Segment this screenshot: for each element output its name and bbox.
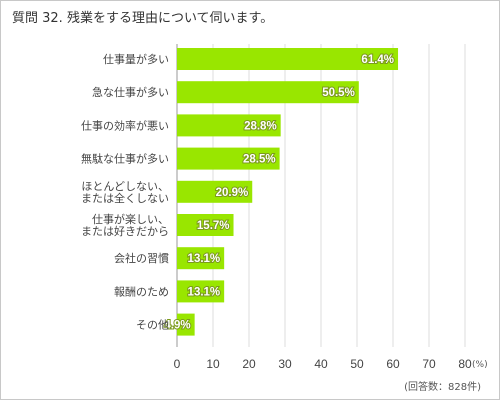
bars: 61.4% 50.5% 28.8% 28.5% 20.9% 15.7% 13.1% 13.1%…: [163, 48, 399, 336]
category-label: 無駄な仕事が多い: [81, 152, 169, 166]
value-label: 50.5%: [322, 87, 355, 99]
bar: [177, 280, 225, 303]
category-label: 仕事が楽しい、または好きだから: [81, 212, 169, 238]
chart-title: 質問 32. 残業をする理由について伺います。: [12, 11, 274, 26]
bar: [177, 48, 399, 70]
value-label: 15.7%: [197, 220, 230, 232]
category-label: 仕事の効率が悪い: [81, 118, 169, 132]
bar: [177, 81, 359, 104]
category-label: 報酬のため: [114, 285, 169, 298]
x-tick-label: 40: [314, 357, 328, 371]
category-label: その他: [136, 319, 169, 332]
x-tick-label: 50: [350, 357, 364, 371]
x-tick-label: 0: [174, 357, 181, 371]
category-label-line: 会社の習慣: [114, 251, 169, 265]
category-label-line: 仕事量が多い: [103, 52, 169, 66]
category-label: 急な仕事が多い: [92, 85, 169, 99]
bar: [177, 313, 195, 336]
bar: [177, 180, 253, 203]
value-label: 4.9%: [164, 320, 190, 332]
category-label: ほとんどしない、または全くしない: [81, 180, 169, 205]
category-label-line: その他: [136, 319, 169, 332]
value-label: 13.1%: [188, 253, 221, 265]
x-tick-label: 70: [422, 357, 436, 371]
category-label-line: 仕事が楽しい、: [92, 212, 169, 226]
bar: [177, 147, 280, 170]
category-label: 会社の習慣: [114, 251, 169, 265]
x-tick-label: 10: [206, 357, 220, 371]
bar: [177, 114, 281, 137]
value-label: 13.1%: [188, 286, 221, 298]
category-label-line: 仕事の効率が悪い: [81, 118, 169, 132]
category-label-line: または全くしない: [81, 191, 169, 205]
category-label-line: または好きだから: [81, 224, 169, 238]
category-label-line: 無駄な仕事が多い: [81, 152, 169, 166]
x-tick-label: 80: [458, 357, 472, 371]
category-labels: 仕事量が多い急な仕事が多い仕事の効率が悪い無駄な仕事が多いほとんどしない、または…: [81, 52, 169, 332]
x-tick-label: 60: [386, 357, 400, 371]
value-label: 28.8%: [244, 120, 277, 132]
bar: [177, 247, 225, 270]
bar: [177, 214, 234, 236]
value-label: 20.9%: [216, 187, 249, 199]
x-axis-ticks: 0 10 20 30 40 50 60 70 80: [174, 357, 472, 371]
category-label: 仕事量が多い: [103, 52, 169, 66]
x-tick-label: 30: [278, 357, 292, 371]
x-axis-unit: (%): [472, 360, 488, 370]
value-label: 61.4%: [361, 54, 394, 66]
category-label-line: ほとんどしない、: [81, 180, 169, 193]
x-tick-label: 20: [242, 357, 256, 371]
category-label-line: 報酬のため: [114, 285, 169, 298]
response-count: (回答数：828件): [404, 380, 481, 393]
value-label: 28.5%: [243, 154, 276, 166]
category-label-line: 急な仕事が多い: [92, 85, 169, 99]
